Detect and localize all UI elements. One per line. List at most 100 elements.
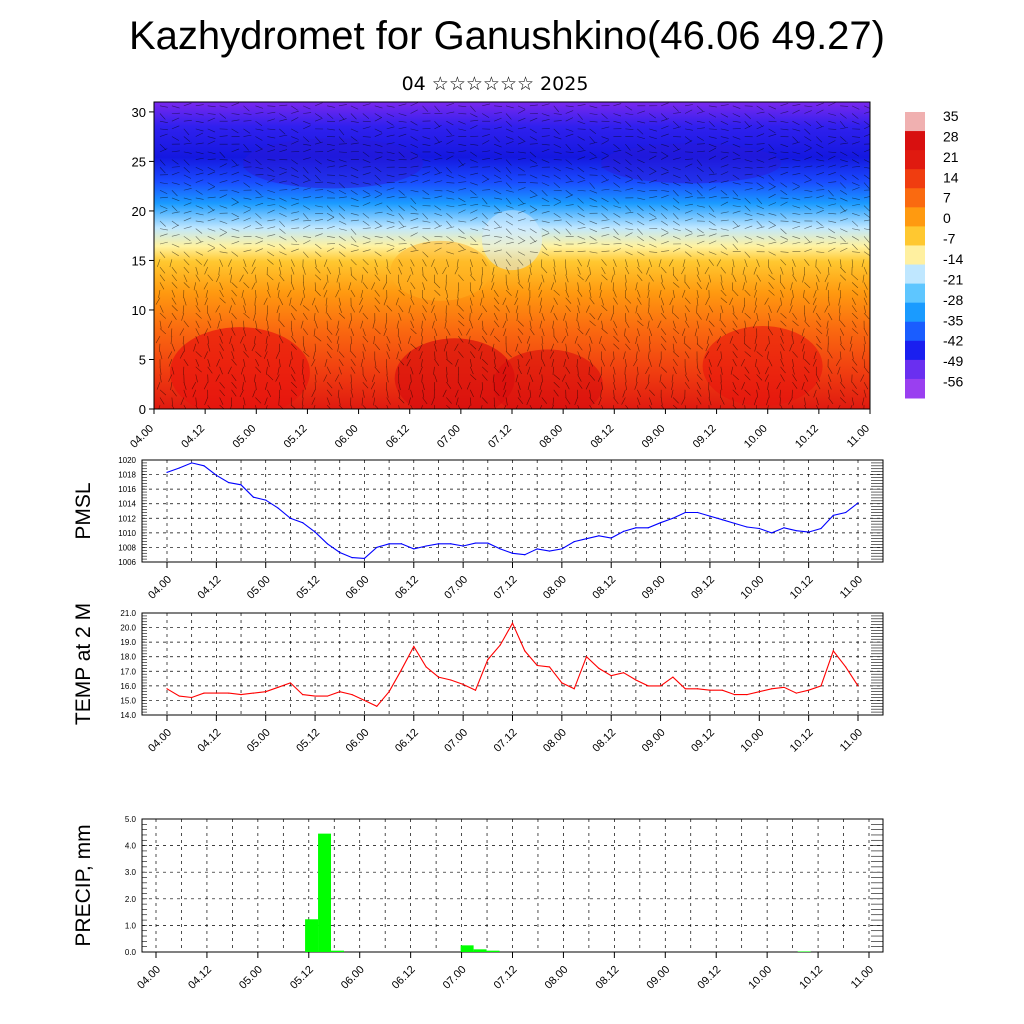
x-tick-label: 08.00 bbox=[543, 964, 571, 992]
y-tick-label: 1020 bbox=[118, 456, 136, 465]
y-tick-label: 1010 bbox=[118, 529, 136, 538]
y-tick-label: 15.0 bbox=[120, 696, 136, 705]
data-point bbox=[548, 666, 551, 668]
x-tick-label: 07.12 bbox=[492, 964, 520, 992]
data-point bbox=[265, 499, 267, 501]
colorbar-segment bbox=[905, 378, 925, 399]
data-point bbox=[845, 666, 847, 668]
heatmap-x-tick-label: 08.12 bbox=[588, 423, 616, 451]
data-point bbox=[598, 667, 600, 669]
y-tick-label: 21.0 bbox=[120, 609, 136, 618]
heatmap-x-tick-label: 05.12 bbox=[282, 423, 310, 451]
colorbar-segment bbox=[905, 359, 925, 380]
data-point bbox=[635, 679, 637, 681]
data-point bbox=[758, 691, 760, 693]
data-point bbox=[376, 546, 378, 549]
data-point bbox=[314, 695, 316, 697]
x-tick-label: 08.12 bbox=[590, 574, 618, 602]
x-tick-label: 08.00 bbox=[541, 574, 569, 602]
x-tick-label: 06.12 bbox=[390, 964, 418, 992]
data-point bbox=[437, 676, 440, 678]
y-tick-label: 3.0 bbox=[125, 868, 137, 877]
colorbar-segment bbox=[905, 283, 925, 304]
data-point bbox=[771, 532, 773, 534]
data-point bbox=[363, 557, 366, 559]
data-point bbox=[240, 484, 242, 486]
data-point bbox=[252, 496, 254, 498]
x-tick-label: 09.00 bbox=[640, 727, 668, 755]
colorbar-label: -35 bbox=[943, 312, 963, 328]
data-point bbox=[413, 645, 415, 648]
data-point bbox=[474, 689, 477, 691]
data-point bbox=[252, 692, 254, 694]
data-point bbox=[228, 481, 230, 484]
colorbar-segment bbox=[905, 264, 925, 285]
x-tick-label: 05.12 bbox=[294, 574, 322, 602]
data-point bbox=[487, 542, 489, 544]
colorbar-segment bbox=[905, 207, 925, 227]
data-point bbox=[191, 696, 193, 699]
x-tick-label: 05.12 bbox=[294, 727, 322, 755]
pmsl-panel: 1006 1008 1010 1012 1014 1016 1018 1020 04.00 04.… bbox=[72, 456, 884, 602]
colorbar-label: -42 bbox=[943, 333, 963, 349]
heatmap-x-tick-label: 07.00 bbox=[435, 423, 463, 451]
heatmap-x-tick-label: 07.12 bbox=[486, 423, 514, 451]
data-point bbox=[857, 502, 859, 504]
data-point bbox=[659, 522, 662, 524]
data-point bbox=[758, 527, 760, 530]
data-point bbox=[573, 541, 575, 543]
data-point bbox=[499, 644, 501, 646]
x-tick-label: 11.00 bbox=[849, 964, 876, 991]
x-tick-label: 09.00 bbox=[644, 964, 672, 992]
data-point bbox=[610, 537, 612, 539]
colorbar-segment bbox=[905, 321, 925, 342]
heatmap-x-tick-label: 11.00 bbox=[845, 423, 872, 450]
data-point bbox=[573, 688, 575, 690]
precip-bar bbox=[473, 949, 487, 952]
data-point bbox=[709, 689, 711, 691]
data-point bbox=[203, 465, 205, 467]
y-tick-label: 1014 bbox=[118, 500, 136, 509]
data-point bbox=[622, 530, 625, 533]
data-point bbox=[376, 705, 378, 707]
colorbar-segment bbox=[905, 226, 925, 246]
data-point bbox=[326, 543, 329, 545]
data-point bbox=[302, 522, 304, 524]
data-point bbox=[672, 676, 674, 678]
heatmap-y-tick-label: 20 bbox=[132, 204, 146, 219]
x-tick-label: 06.12 bbox=[393, 727, 421, 755]
colorbar-label: -28 bbox=[943, 292, 963, 308]
x-tick-label: 06.00 bbox=[344, 727, 372, 755]
data-point bbox=[351, 557, 353, 559]
data-point bbox=[746, 694, 748, 696]
data-point bbox=[524, 554, 526, 556]
data-point bbox=[536, 548, 538, 550]
data-point bbox=[462, 683, 464, 686]
data-point bbox=[536, 664, 538, 667]
heatmap-x-tick-label: 10.12 bbox=[793, 423, 821, 451]
y-tick-label: 2.0 bbox=[125, 895, 137, 904]
data-point bbox=[857, 685, 859, 687]
data-point bbox=[808, 531, 810, 533]
data-point bbox=[474, 542, 477, 544]
data-point bbox=[339, 551, 341, 554]
y-tick-label: 14.0 bbox=[120, 711, 136, 720]
data-point bbox=[746, 526, 748, 528]
x-tick-label: 09.12 bbox=[689, 574, 717, 602]
x-tick-label: 10.00 bbox=[738, 727, 766, 755]
x-tick-label: 11.00 bbox=[838, 727, 865, 754]
data-point bbox=[178, 695, 180, 697]
colorbar-label: 14 bbox=[943, 169, 959, 185]
x-tick-label: 05.00 bbox=[237, 964, 265, 992]
data-point bbox=[277, 686, 279, 688]
data-point bbox=[425, 666, 427, 668]
x-tick-label: 09.12 bbox=[689, 727, 717, 755]
data-point bbox=[783, 527, 785, 529]
heatmap-y-tick-label: 5 bbox=[139, 352, 146, 367]
precip-panel: 0.0 1.0 2.0 3.0 4.0 5.0 04.00 04.12 05.00 05.12 06… bbox=[72, 815, 884, 992]
page-subtitle: 04 ☆☆☆☆☆☆ 2025 bbox=[401, 73, 589, 95]
precip-bar bbox=[797, 951, 811, 952]
data-point bbox=[400, 543, 403, 545]
